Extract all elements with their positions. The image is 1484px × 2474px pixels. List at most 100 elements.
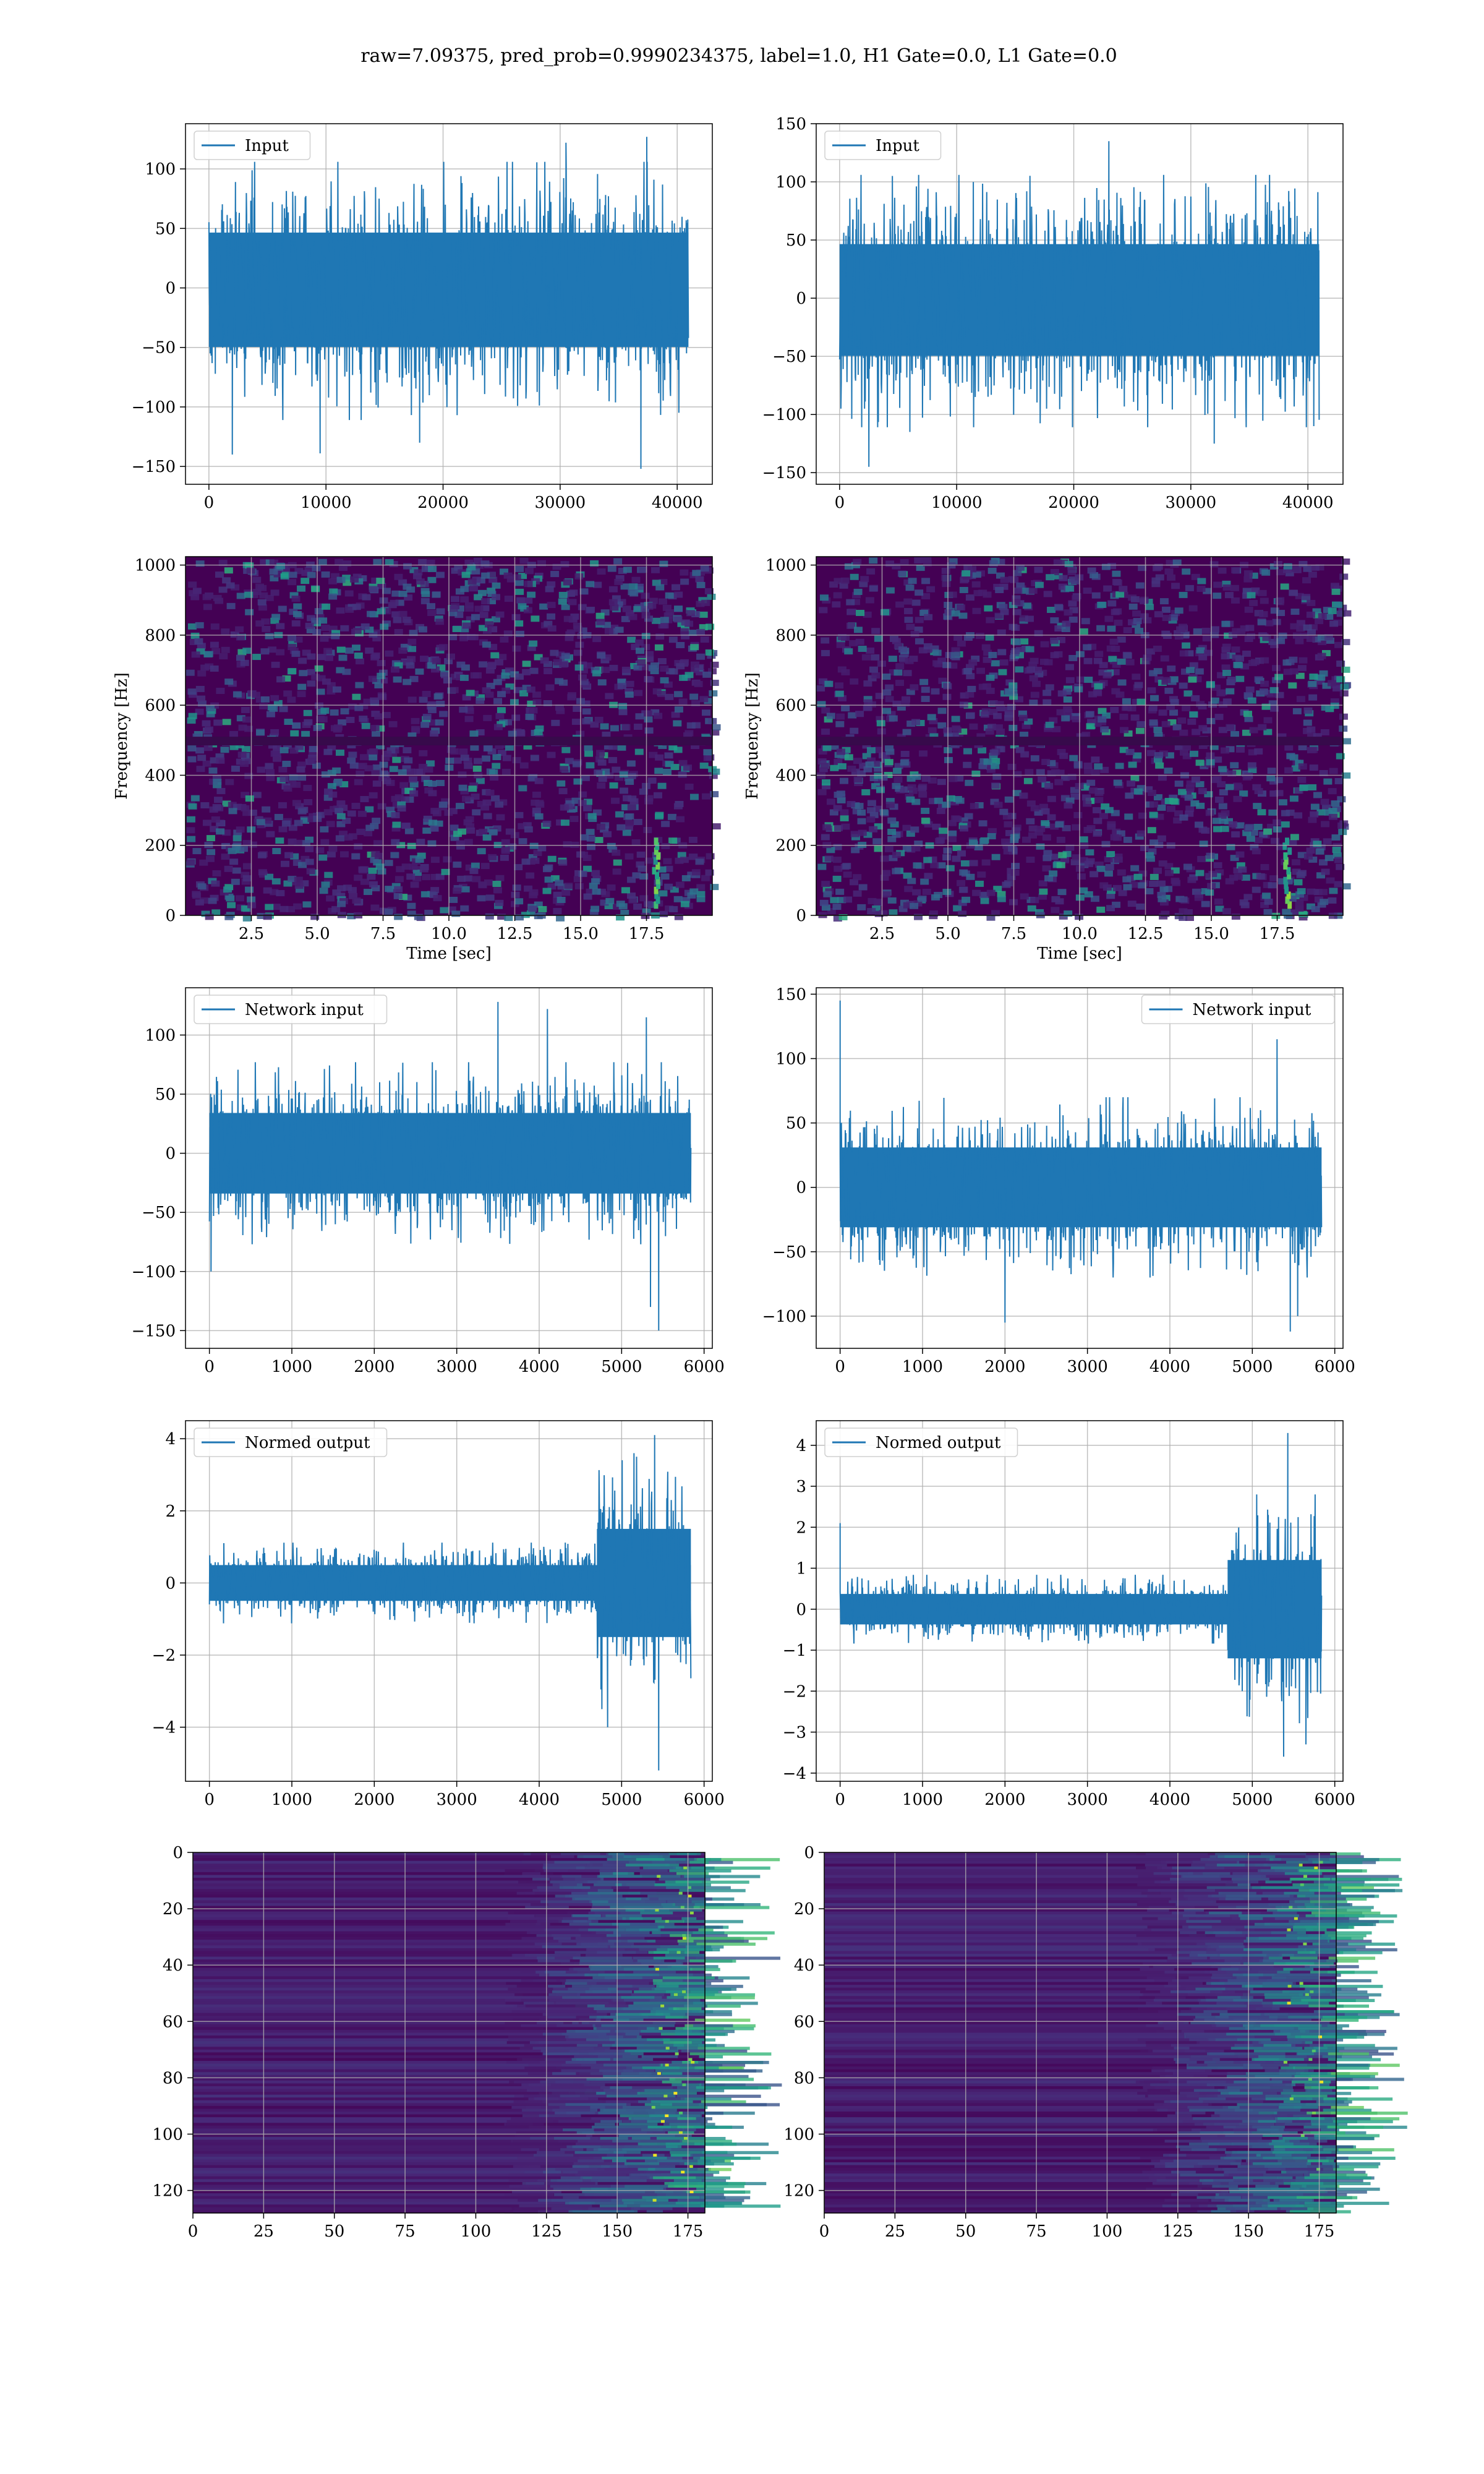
- heatmap-cell: [665, 905, 674, 912]
- heatmap-cell: [591, 870, 600, 876]
- heatmap-cell: [1319, 769, 1328, 776]
- x-tick-label: 17.5: [629, 925, 665, 943]
- heatmap-cell: [232, 867, 241, 874]
- heatmap-cell: [680, 901, 689, 907]
- heatmap-cell: [501, 769, 511, 776]
- heatmap-cell: [922, 888, 931, 895]
- heatmap-cell: [411, 717, 420, 724]
- heatmap-cell: [581, 700, 591, 707]
- heatmap-hotspot: [660, 2004, 665, 2008]
- heatmap-cell: [941, 568, 950, 575]
- heatmap-cell: [641, 644, 650, 651]
- heatmap-segment: [592, 2176, 664, 2180]
- heatmap-segment: [544, 2181, 595, 2186]
- heatmap-cell: [1174, 633, 1183, 640]
- heatmap-cell: [1169, 798, 1179, 805]
- heatmap-cell: [1146, 648, 1155, 655]
- heatmap-cell: [916, 720, 925, 727]
- heatmap-cell: [1232, 769, 1242, 776]
- heatmap-cell: [696, 601, 705, 607]
- heatmap-cell: [1173, 817, 1182, 824]
- heatmap-cell: [560, 766, 569, 773]
- heatmap-cell: [1313, 889, 1323, 896]
- heatmap-cell: [853, 874, 862, 881]
- heatmap-cell: [424, 909, 433, 916]
- heatmap-cell: [1098, 601, 1107, 608]
- heatmap-cell: [1333, 842, 1342, 849]
- heatmap-cell: [1309, 673, 1318, 680]
- heatmap-cell: [466, 690, 475, 696]
- heatmap-cell: [430, 857, 440, 863]
- heatmap-cell: [644, 795, 654, 802]
- heatmap-cell: [471, 614, 480, 620]
- heatmap-segment: [669, 2181, 728, 2186]
- heatmap-cell: [430, 873, 440, 880]
- heatmap-cell: [430, 730, 439, 737]
- heatmap-cell: [213, 778, 222, 785]
- heatmap-cell: [1299, 784, 1308, 791]
- heatmap-cell: [278, 826, 288, 833]
- heatmap-cell: [1086, 719, 1096, 726]
- heatmap-cell: [607, 565, 616, 572]
- heatmap-cell: [1182, 744, 1192, 751]
- heatmap-segment: [600, 2086, 673, 2090]
- heatmap-cell: [914, 557, 923, 564]
- heatmap-cell: [290, 853, 299, 860]
- heatmap-cell: [644, 798, 654, 805]
- heatmap-cell: [1282, 659, 1292, 666]
- heatmap-cell: [897, 570, 906, 577]
- heatmap-cell: [1002, 813, 1012, 820]
- heatmap-cell: [694, 680, 703, 687]
- heatmap-cell: [1320, 899, 1329, 905]
- heatmap-cell: [1284, 744, 1294, 751]
- heatmap-cell: [627, 636, 636, 643]
- heatmap-segment: [553, 2137, 591, 2141]
- heatmap-cell: [1082, 794, 1091, 801]
- heatmap-cell: [962, 570, 971, 577]
- heatmap-cell: [1020, 638, 1029, 645]
- heatmap-cell: [553, 908, 562, 915]
- heatmap-cell: [1315, 618, 1324, 625]
- heatmap-cell: [1099, 813, 1108, 820]
- heatmap-cell: [476, 694, 485, 701]
- heatmap-cell: [1334, 857, 1343, 863]
- heatmap-cell: [505, 744, 514, 751]
- heatmap-segment: [620, 2114, 681, 2118]
- chirp-cell: [1283, 852, 1288, 860]
- heatmap-cell: [1026, 666, 1036, 673]
- heatmap-cell: [252, 792, 262, 798]
- heatmap-cell: [440, 907, 449, 914]
- heatmap-row: [193, 2170, 705, 2174]
- heatmap-cell: [1295, 672, 1305, 679]
- heatmap-segment: [555, 1951, 628, 1954]
- heatmap-cell: [1149, 719, 1158, 726]
- heatmap-cell: [621, 615, 630, 622]
- heatmap-cell: [332, 889, 341, 896]
- heatmap-cell: [301, 817, 310, 824]
- heatmap-cell: [633, 664, 642, 671]
- heatmap-cell: [1278, 799, 1287, 806]
- heatmap-segment: [606, 1852, 669, 1856]
- heatmap-segment: [670, 1993, 715, 1997]
- heatmap-segment: [606, 2032, 626, 2036]
- heatmap-cell: [501, 687, 511, 694]
- heatmap-cell: [712, 823, 721, 830]
- heatmap-cell: [912, 773, 921, 780]
- heatmap-cell: [1104, 870, 1113, 877]
- heatmap-cell: [321, 771, 330, 778]
- heatmap-cell: [444, 657, 453, 664]
- heatmap-row: [193, 2066, 705, 2070]
- heatmap-cell: [354, 843, 363, 850]
- heatmap-cell: [660, 873, 670, 880]
- heatmap-cell: [1162, 633, 1172, 640]
- heatmap-segment: [522, 2058, 582, 2061]
- heatmap-hotspot: [688, 1894, 692, 1898]
- heatmap-cell: [338, 719, 347, 726]
- heatmap-segment: [616, 2204, 684, 2208]
- heatmap-cell: [1083, 800, 1092, 807]
- heatmap-segment: [699, 2055, 723, 2059]
- heatmap-cell: [821, 904, 830, 911]
- heatmap-cell: [949, 776, 958, 782]
